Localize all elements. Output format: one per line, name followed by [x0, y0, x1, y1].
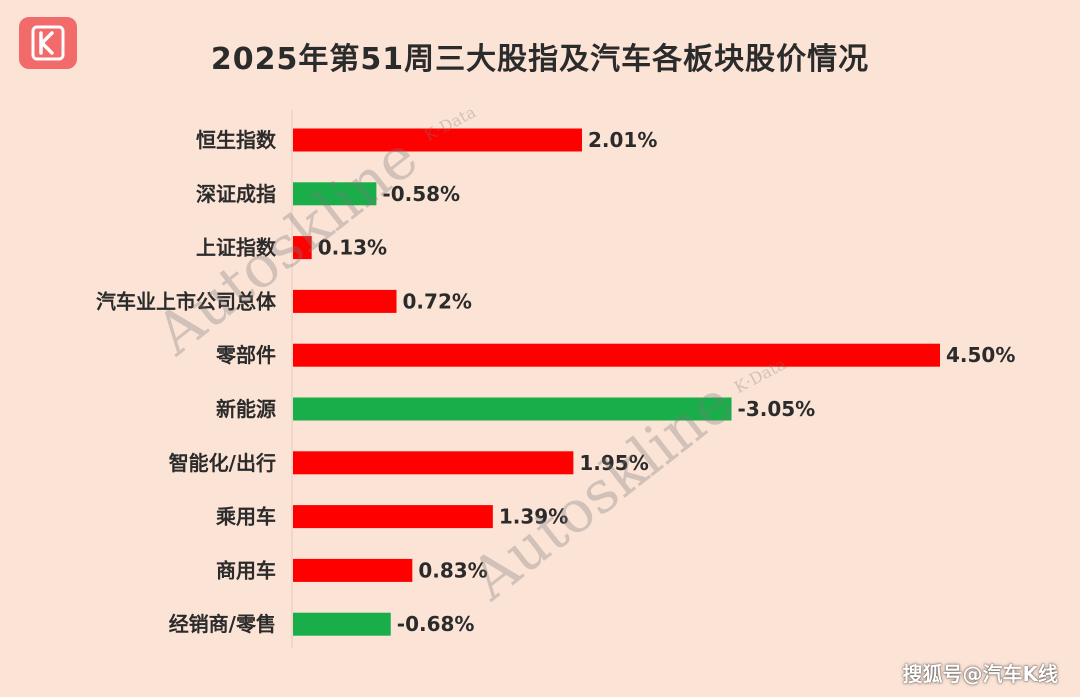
bar — [293, 505, 493, 529]
bar — [293, 236, 312, 260]
bar — [293, 343, 940, 367]
category-label: 智能化/出行 — [169, 451, 276, 475]
bar — [293, 182, 377, 206]
category-label: 乘用车 — [215, 505, 276, 529]
value-label: -3.05% — [738, 397, 816, 421]
value-label: 2.01% — [588, 128, 657, 152]
category-label: 深证成指 — [196, 182, 276, 206]
bar — [293, 289, 397, 313]
bar — [293, 397, 732, 421]
category-label: 商用车 — [216, 558, 276, 582]
footer-credit: 搜狐号@汽车K线 — [902, 662, 1059, 686]
value-label: 0.83% — [418, 558, 487, 582]
value-label: 0.13% — [318, 236, 387, 260]
category-label: 新能源 — [216, 397, 276, 421]
value-label: 0.72% — [403, 289, 472, 313]
value-label: 1.95% — [579, 451, 648, 475]
category-label: 零部件 — [215, 343, 276, 367]
category-label: 经销商/零售 — [169, 612, 276, 636]
value-label: 4.50% — [946, 343, 1015, 367]
value-label: -0.58% — [382, 182, 460, 206]
category-label: 上证指数 — [196, 236, 277, 260]
value-label: 1.39% — [499, 505, 568, 529]
chart-title: 2025年第51周三大股指及汽车各板块股价情况 — [210, 42, 870, 77]
value-label: -0.68% — [397, 612, 475, 636]
k-logo-icon — [19, 17, 77, 69]
bars-group: 恒生指数 2.01% 深证成指 -0.58% 上证指数 0.13% 汽车业上市公司总体 0.7… — [96, 128, 1015, 636]
bar — [293, 128, 582, 152]
category-label: 恒生指数 — [196, 128, 277, 152]
category-label: 汽车业上市公司总体 — [96, 289, 277, 313]
bar — [293, 451, 574, 475]
bar — [293, 612, 391, 636]
bar — [293, 558, 413, 582]
